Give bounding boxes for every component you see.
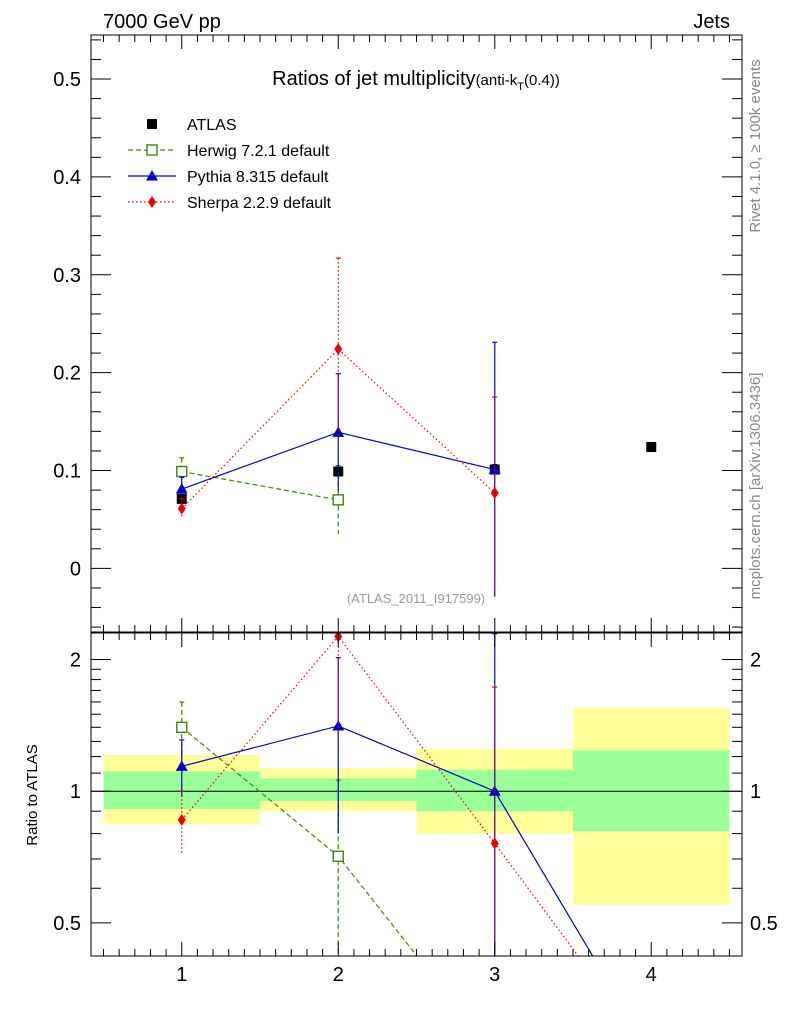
ratio-pythia-point bbox=[488, 785, 501, 796]
main-data-layer bbox=[175, 257, 657, 597]
ratio-xtick-label: 1 bbox=[176, 964, 187, 986]
legend-sherpa-marker bbox=[148, 196, 156, 208]
ratio-panel: 0.5 0.5 1 1 2 2 1 2 3 4 Ratio to ATLAS bbox=[24, 632, 778, 986]
mcplots-reference-label: mcplots.cern.ch [arXiv:1306.3436] bbox=[747, 373, 764, 600]
main-atlas-point bbox=[646, 442, 657, 453]
legend-herwig-marker bbox=[146, 144, 158, 156]
legend-atlas-marker bbox=[147, 119, 157, 129]
main-herwig-point bbox=[176, 465, 188, 478]
main-sherpa-point bbox=[334, 343, 343, 356]
chart-title: Ratios of jet multiplicity(anti-kT(0.4)) bbox=[272, 68, 560, 93]
ratio-pythia-line bbox=[181, 725, 594, 956]
ratio-herwig-point bbox=[332, 850, 344, 862]
ratio-ytick-label-right: 1 bbox=[750, 781, 761, 803]
legend: ATLAS Herwig 7.2.1 default Pythia 8.315 de… bbox=[128, 117, 332, 212]
chart-title-suffix-pre: (anti-k bbox=[476, 72, 518, 89]
ratio-ytick-label-left: 0.5 bbox=[53, 913, 81, 935]
main-sherpa-line bbox=[181, 348, 496, 510]
legend-sherpa-label: Sherpa 2.2.9 default bbox=[187, 195, 332, 212]
main-sherpa-point bbox=[177, 502, 186, 515]
main-sherpa-point bbox=[490, 487, 499, 500]
legend-pythia-marker bbox=[146, 170, 158, 181]
chart-title-main: Ratios of jet multiplicity bbox=[272, 68, 475, 90]
legend-herwig-label: Herwig 7.2.1 default bbox=[187, 143, 330, 160]
ratio-ytick-label-right: 2 bbox=[750, 650, 761, 672]
main-panel: 0 0.1 0.2 0.3 0.4 0.5 Ratios of jet multiplic… bbox=[53, 34, 743, 633]
ratio-ytick-label-left: 1 bbox=[70, 781, 81, 803]
main-ytick-label: 0.5 bbox=[53, 69, 81, 91]
rivet-version-label: Rivet 4.1.0, ≥ 100k events bbox=[747, 59, 764, 232]
ratio-data-layer bbox=[175, 633, 594, 956]
ratio-ytick-label-left: 2 bbox=[70, 650, 81, 672]
main-axis-ticks: 0 0.1 0.2 0.3 0.4 0.5 bbox=[53, 35, 742, 632]
main-ytick-label: 0.2 bbox=[53, 363, 81, 385]
main-ytick-label: 0.1 bbox=[53, 461, 81, 483]
process-label: Jets bbox=[693, 11, 730, 33]
analysis-id-label: (ATLAS_2011_I917599) bbox=[347, 591, 485, 606]
legend-pythia-label: Pythia 8.315 default bbox=[187, 169, 329, 186]
ratio-ylabel: Ratio to ATLAS bbox=[24, 744, 41, 845]
main-ytick-label: 0.3 bbox=[53, 265, 81, 287]
main-ytick-label: 0.4 bbox=[53, 167, 81, 189]
ratio-sherpa-point bbox=[490, 837, 499, 850]
main-pythia-point bbox=[488, 463, 501, 475]
main-herwig-line bbox=[181, 470, 339, 501]
main-pythia-point bbox=[175, 483, 188, 494]
ratio-xtick-label: 4 bbox=[646, 964, 657, 986]
chart-title-suffix-post: (0.4)) bbox=[524, 72, 560, 89]
ratio-sherpa-line bbox=[181, 635, 579, 956]
main-herwig-point bbox=[332, 494, 344, 506]
ratio-sherpa-point bbox=[177, 813, 186, 826]
legend-atlas-label: ATLAS bbox=[187, 117, 237, 134]
ratio-pythia-point bbox=[175, 760, 188, 771]
ratio-ytick-label-right: 0.5 bbox=[750, 913, 778, 935]
chart-title-suffix-sub: T bbox=[517, 81, 524, 93]
ratio-axis-ticks: 0.5 0.5 1 1 2 2 1 2 3 4 bbox=[53, 633, 778, 986]
main-ytick-label: 0 bbox=[70, 558, 81, 580]
ratio-xtick-label: 2 bbox=[333, 964, 344, 986]
ratio-herwig-point bbox=[176, 721, 188, 734]
energy-label: 7000 GeV pp bbox=[103, 11, 221, 33]
ratio-pythia-point bbox=[332, 719, 345, 731]
ratio-xtick-label: 3 bbox=[489, 964, 500, 986]
ratio-uncertainty-bands bbox=[103, 707, 730, 905]
